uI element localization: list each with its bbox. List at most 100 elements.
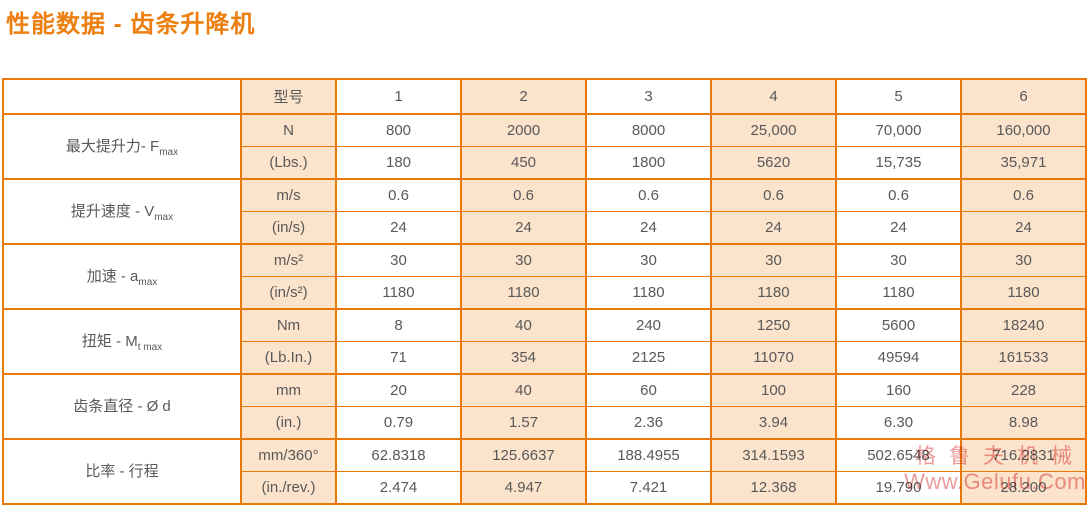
corner-cell (2, 78, 242, 115)
unit-cell: Nm (240, 308, 337, 342)
value-cell: 0.79 (335, 406, 462, 440)
value-cell: 6.30 (835, 406, 962, 440)
value-cell: 8.98 (960, 406, 1087, 440)
value-cell: 24 (835, 211, 962, 245)
value-cell: 19.790 (835, 471, 962, 505)
value-cell: 2.36 (585, 406, 712, 440)
parameter-label: 扭矩 - M (81, 333, 138, 350)
value-cell: 7.421 (585, 471, 712, 505)
model-header-3: 3 (585, 78, 712, 115)
parameter-label-subscript: max (154, 212, 174, 223)
parameter-label: 提升速度 - V (70, 203, 155, 220)
value-cell: 2000 (460, 113, 587, 147)
value-cell: 240 (585, 308, 712, 342)
value-cell: 161533 (960, 341, 1087, 375)
model-header-1: 1 (335, 78, 462, 115)
unit-cell: (Lbs.) (240, 146, 337, 180)
unit-cell: N (240, 113, 337, 147)
model-header-5: 5 (835, 78, 962, 115)
table-row: (Lb.In.) 71 354 2125 11070 49594 161533 (3, 341, 1087, 375)
value-cell: 30 (835, 243, 962, 277)
value-cell: 1180 (585, 276, 712, 310)
value-cell: 8 (335, 308, 462, 342)
table-row: (in/s²) 1180 1180 1180 1180 1180 1180 (3, 276, 1087, 310)
value-cell: 24 (460, 211, 587, 245)
table-row: 齿条直径 - Ø d mm 20 40 60 100 160 228 (2, 373, 1087, 440)
parameter-label-subscript: t max (137, 342, 163, 353)
parameter-label: 最大提升力- F (65, 138, 160, 155)
value-cell: 228 (960, 373, 1087, 407)
value-cell: 18240 (960, 308, 1087, 342)
value-cell: 125.6637 (460, 438, 587, 472)
table-row: (in./rev.) 2.474 4.947 7.421 12.368 19.790 28.… (3, 471, 1087, 505)
unit-cell: (in/s) (240, 211, 337, 245)
value-cell: 716.2831 (960, 438, 1087, 472)
table-header-row: 型号 1 2 3 4 5 6 (2, 78, 1087, 115)
value-cell: 40 (460, 308, 587, 342)
model-header-4: 4 (710, 78, 837, 115)
value-cell: 49594 (835, 341, 962, 375)
value-cell: 24 (710, 211, 837, 245)
value-cell: 70,000 (835, 113, 962, 147)
unit-cell: (in.) (240, 406, 337, 440)
value-cell: 1180 (710, 276, 837, 310)
value-cell: 160,000 (960, 113, 1087, 147)
unit-cell: mm (240, 373, 337, 407)
value-cell: 1180 (335, 276, 462, 310)
page-title: 性能数据 - 齿条升降机 (6, 11, 256, 38)
value-cell: 24 (335, 211, 462, 245)
table-row: 比率 - 行程 mm/360° 62.8318 125.6637 188.4955 314… (2, 438, 1087, 505)
value-cell: 354 (460, 341, 587, 375)
parameter-label-cell: 扭矩 - Mt max (2, 308, 242, 375)
value-cell: 60 (585, 373, 712, 407)
value-cell: 25,000 (710, 113, 837, 147)
value-cell: 62.8318 (335, 438, 462, 472)
unit-cell: (Lb.In.) (240, 341, 337, 375)
table-row: 加速 - amax m/s² 30 30 30 30 30 30 (2, 243, 1087, 310)
value-cell: 5620 (710, 146, 837, 180)
value-cell: 2125 (585, 341, 712, 375)
value-cell: 35,971 (960, 146, 1087, 180)
value-cell: 28.200 (960, 471, 1087, 505)
value-cell: 100 (710, 373, 837, 407)
value-cell: 314.1593 (710, 438, 837, 472)
value-cell: 2.474 (335, 471, 462, 505)
table-row: 扭矩 - Mt max Nm 8 40 240 1250 5600 18240 (2, 308, 1087, 375)
value-cell: 1180 (460, 276, 587, 310)
table-row: (in.) 0.79 1.57 2.36 3.94 6.30 8.98 (3, 406, 1087, 440)
parameter-label-cell: 加速 - amax (2, 243, 242, 310)
table-row: (in/s) 24 24 24 24 24 24 (3, 211, 1087, 245)
parameter-label: 比率 - 行程 (85, 463, 159, 480)
value-cell: 4.947 (460, 471, 587, 505)
value-cell: 11070 (710, 341, 837, 375)
value-cell: 30 (335, 243, 462, 277)
parameter-label-cell: 齿条直径 - Ø d (2, 373, 242, 440)
parameter-label-cell: 提升速度 - Vmax (2, 178, 242, 245)
value-cell: 0.6 (585, 178, 712, 212)
value-cell: 30 (460, 243, 587, 277)
value-cell: 1250 (710, 308, 837, 342)
parameter-label-cell: 比率 - 行程 (2, 438, 242, 505)
value-cell: 71 (335, 341, 462, 375)
unit-cell: m/s (240, 178, 337, 212)
parameter-label: 加速 - a (86, 268, 139, 285)
value-cell: 502.6548 (835, 438, 962, 472)
value-cell: 160 (835, 373, 962, 407)
value-cell: 1180 (960, 276, 1087, 310)
value-cell: 20 (335, 373, 462, 407)
unit-cell: (in/s²) (240, 276, 337, 310)
value-cell: 1.57 (460, 406, 587, 440)
parameter-label: 齿条直径 - Ø d (73, 398, 171, 415)
value-cell: 1800 (585, 146, 712, 180)
value-cell: 30 (710, 243, 837, 277)
table-row: 最大提升力- Fmax N 800 2000 8000 25,000 70,000 160,0… (2, 113, 1087, 180)
value-cell: 0.6 (335, 178, 462, 212)
parameter-label-subscript: max (138, 277, 158, 288)
parameter-label-subscript: max (159, 147, 179, 158)
value-cell: 1180 (835, 276, 962, 310)
value-cell: 180 (335, 146, 462, 180)
value-cell: 450 (460, 146, 587, 180)
unit-cell: mm/360° (240, 438, 337, 472)
value-cell: 800 (335, 113, 462, 147)
value-cell: 30 (585, 243, 712, 277)
